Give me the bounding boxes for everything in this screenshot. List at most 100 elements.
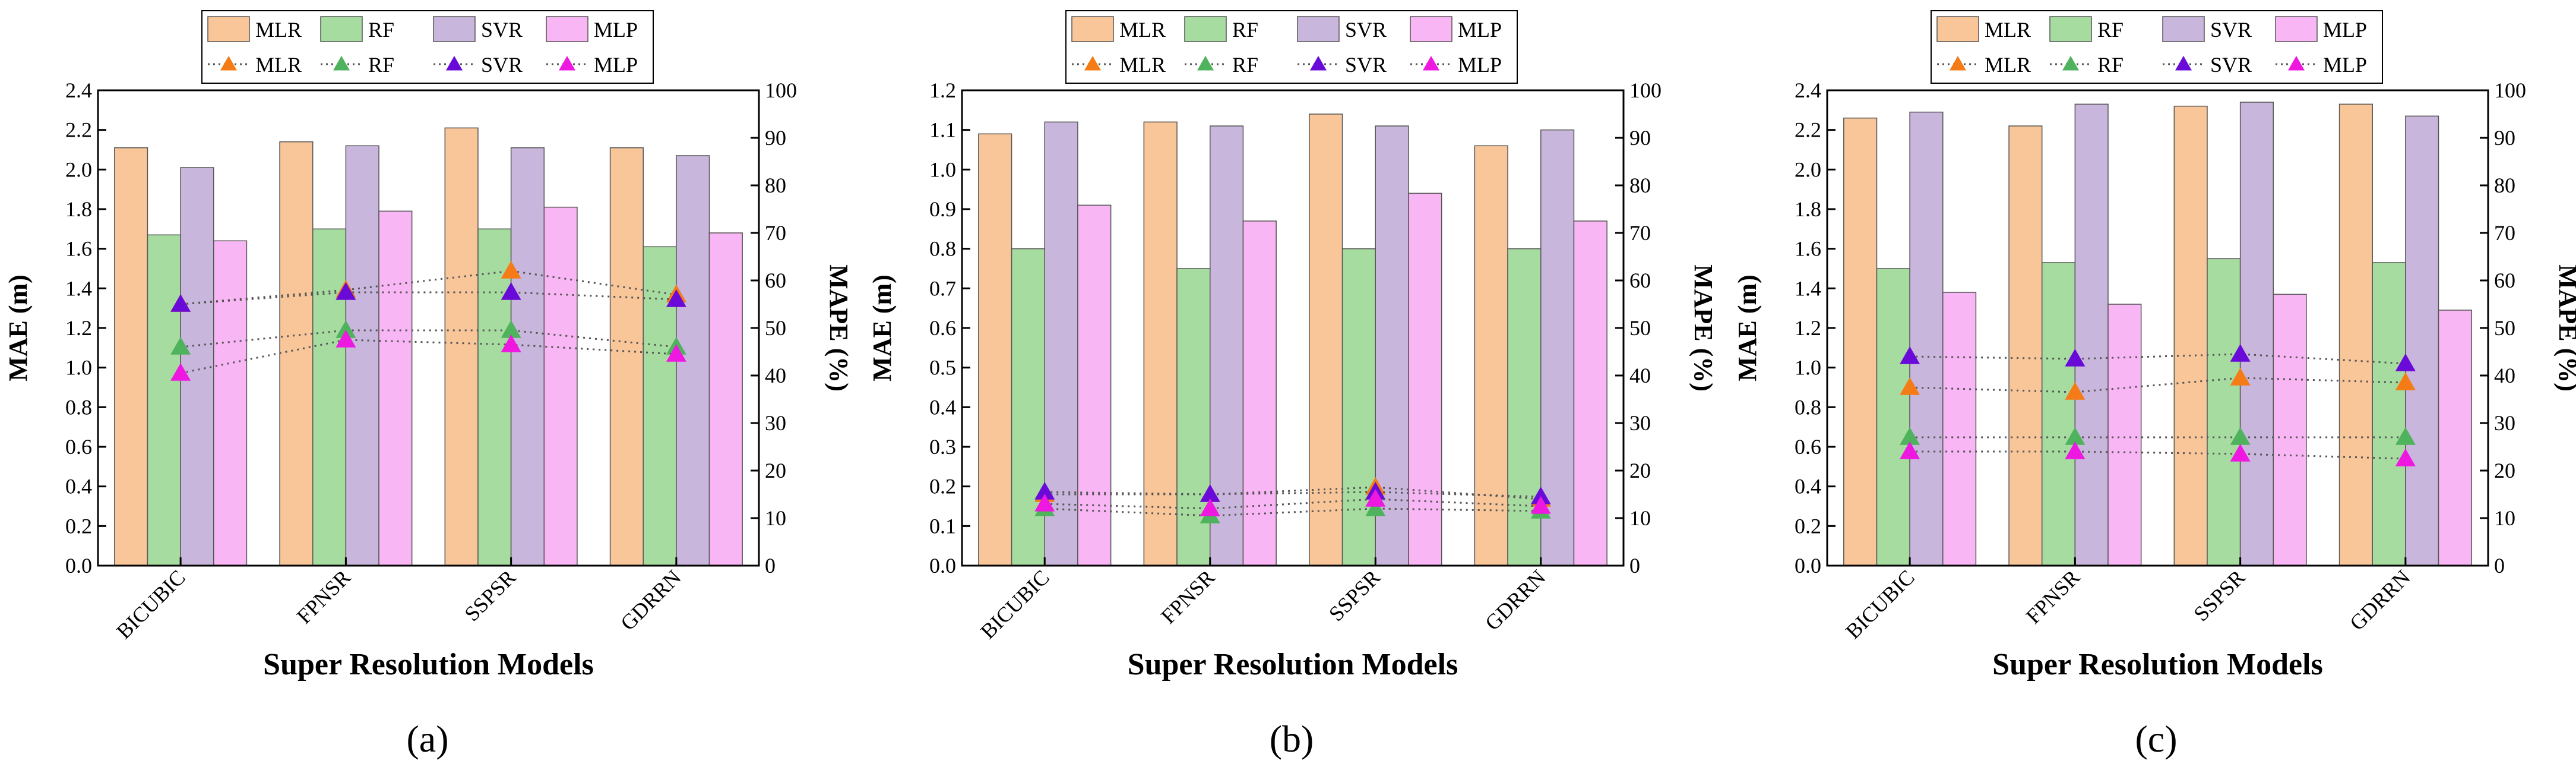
legend: MLR MLR RF RF SVR SVR MLP MLP	[201, 10, 654, 84]
legend-bar-swatch-mlp	[1410, 16, 1452, 42]
bar-rf-bicubic	[1011, 248, 1046, 566]
y2-tick-label: 20	[2494, 459, 2515, 482]
bar-mlr-sspsr	[444, 127, 479, 566]
bar-rf-gdrrn	[2372, 262, 2406, 566]
y-tick-label: 2.0	[65, 157, 92, 181]
bar-mlp-bicubic	[1077, 204, 1112, 566]
line-mlr	[1910, 377, 2406, 393]
marker-mlp-fpnsr	[1200, 498, 1220, 516]
line-mlp	[1910, 450, 2406, 460]
y-tick-label: 0.0	[1795, 554, 1821, 578]
legend-marker-svr	[1310, 56, 1327, 71]
bar-rf-fpnsr	[2041, 262, 2076, 566]
x-tick-label: GDRRN	[616, 565, 685, 635]
legend-bar-label-mlr: MLR	[255, 18, 302, 42]
marker-mlp-gdrrn	[666, 344, 686, 362]
bar-mlr-bicubic	[114, 147, 148, 566]
legend-marker-mlr	[220, 56, 237, 71]
marker-mlp-sspsr	[2230, 444, 2251, 462]
legend-bar-label-mlp: MLP	[1458, 18, 1502, 42]
bar-mlp-fpnsr	[378, 210, 413, 566]
y2-tick-label: 70	[765, 221, 786, 245]
line-rf	[180, 329, 677, 348]
y2-tick-label: 50	[1629, 316, 1651, 340]
bar-rf-sspsr	[2207, 258, 2241, 566]
x-axis-title: Super Resolution Models	[1992, 648, 2323, 681]
y-tick-label: 1.2	[1795, 316, 1821, 340]
bar-mlp-gdrrn	[708, 232, 743, 566]
marker-svr-bicubic	[1034, 482, 1055, 500]
marker-rf-gdrrn	[2395, 427, 2416, 445]
x-tick-label: FPNSR	[1156, 565, 1219, 628]
marker-svr-fpnsr	[336, 282, 356, 300]
y-tick-label: 0.9	[929, 197, 956, 221]
y-tick-label: 0.4	[65, 475, 92, 498]
y2-tick-label: 10	[2494, 506, 2515, 530]
y2-tick-label: 60	[2494, 269, 2515, 292]
legend-marker-mlp	[559, 56, 575, 71]
legend-line-label-rf: RF	[368, 53, 394, 77]
y2-tick-label: 40	[765, 364, 786, 387]
y2-tick-label: 70	[1629, 221, 1651, 245]
y-tick-label: 1.6	[65, 237, 92, 261]
legend-line-label-svr: SVR	[481, 53, 523, 77]
y-tick-label: 2.4	[65, 78, 92, 102]
y-tick-label: 0.1	[929, 514, 956, 538]
y-tick-label: 0.2	[65, 514, 92, 538]
y-tick-label: 2.2	[65, 118, 92, 142]
y2-tick-label: 60	[1629, 269, 1651, 292]
panel-label: (c)	[2135, 718, 2177, 760]
bar-mlp-bicubic	[213, 240, 248, 566]
y-tick-label: 0.6	[65, 435, 92, 459]
bar-mlr-bicubic	[1843, 117, 1878, 566]
line-mlp	[180, 339, 676, 374]
marker-svr-bicubic	[1900, 346, 1920, 364]
legend-marker-mlr	[1950, 56, 1966, 71]
bar-mlr-gdrrn	[2338, 103, 2373, 566]
line-svr	[1045, 491, 1541, 498]
y2-tick-label: 50	[765, 316, 786, 340]
y2-tick-label: 40	[1629, 364, 1651, 387]
y-tick-label: 1.2	[65, 316, 92, 340]
y-tick-label: 0.0	[65, 554, 92, 578]
bar-mlr-sspsr	[1309, 113, 1343, 566]
y2-tick-label: 90	[765, 126, 786, 150]
marker-svr-bicubic	[170, 294, 191, 312]
legend-bar-label-mlp: MLP	[594, 18, 638, 42]
marker-rf-sspsr	[1365, 498, 1386, 516]
x-tick-label: SSPSR	[2189, 565, 2249, 626]
bar-mlr-sspsr	[2173, 105, 2208, 566]
bar-svr-sspsr	[510, 147, 545, 566]
line-svr	[1910, 353, 2406, 365]
legend-bar-swatch-mlr	[1936, 16, 1979, 42]
marker-svr-gdrrn	[666, 289, 686, 307]
y-tick-label: 0.8	[929, 237, 956, 261]
y-tick-label: 2.0	[1795, 157, 1821, 181]
y2-tick-label: 10	[765, 506, 786, 530]
marker-svr-gdrrn	[1530, 487, 1551, 504]
legend-bar-swatch-rf	[2049, 16, 2092, 42]
line-rf	[1045, 507, 1541, 517]
marker-rf-fpnsr	[336, 320, 356, 338]
legend-line-label-mlr: MLR	[255, 53, 302, 77]
line-mlr	[1045, 486, 1541, 500]
bar-svr-gdrrn	[2405, 115, 2439, 566]
marker-mlr-gdrrn	[2395, 373, 2416, 390]
bar-mlp-fpnsr	[2107, 304, 2142, 566]
x-tick-label: FPNSR	[2021, 565, 2084, 628]
x-tick-label: BICUBIC	[1841, 565, 1919, 643]
legend-line-label-mlp: MLP	[2323, 53, 2367, 77]
legend-line-label-mlp: MLP	[1458, 53, 1502, 77]
y2-tick-label: 90	[2494, 126, 2515, 150]
line-svr	[181, 291, 676, 305]
legend-bar-swatch-mlp	[546, 16, 588, 42]
marker-mlp-sspsr	[501, 335, 521, 352]
y-tick-label: 1.1	[929, 118, 956, 142]
bar-mlp-sspsr	[2273, 294, 2307, 566]
legend-bar-swatch-svr	[2162, 16, 2205, 42]
y2-tick-label: 60	[765, 269, 786, 292]
bar-rf-sspsr	[477, 228, 512, 566]
y2-tick-label: 40	[2494, 364, 2515, 387]
marker-mlp-bicubic	[170, 363, 191, 381]
